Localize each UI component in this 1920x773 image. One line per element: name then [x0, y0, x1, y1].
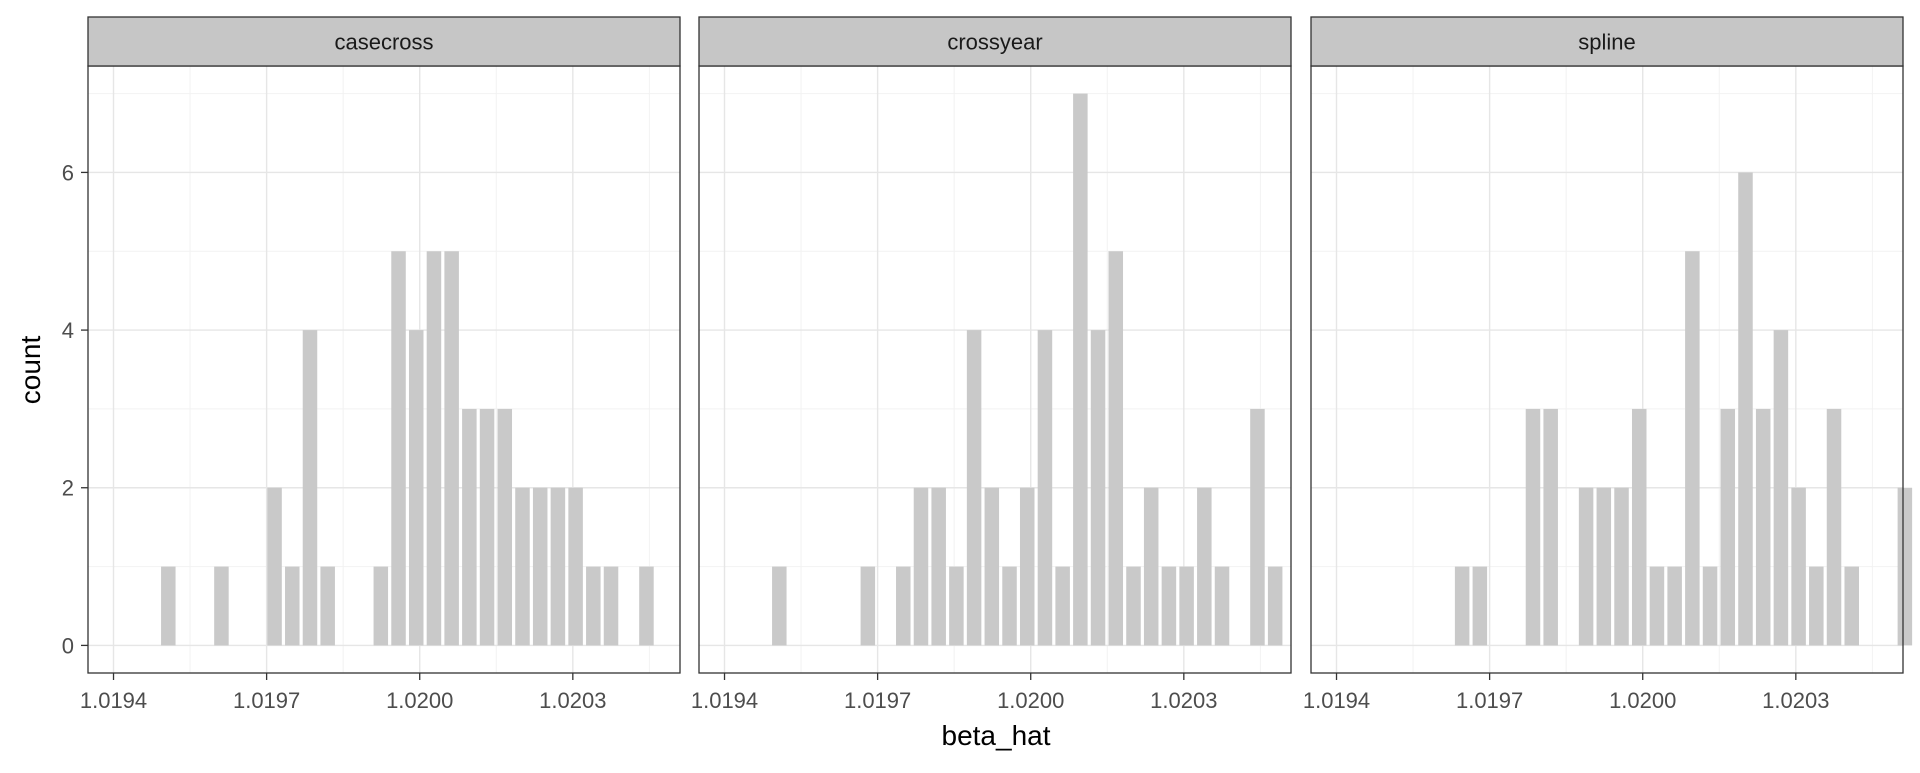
- x-tick-label: 1.0194: [1303, 688, 1370, 713]
- histogram-bar: [772, 566, 787, 646]
- x-tick-label: 1.0197: [233, 688, 300, 713]
- histogram-bar: [984, 487, 1000, 646]
- y-tick-label: 0: [62, 633, 74, 658]
- histogram-bar: [896, 566, 911, 646]
- histogram-bar: [1037, 330, 1053, 646]
- histogram-bar: [426, 251, 442, 646]
- histogram-bar: [1179, 566, 1194, 646]
- x-tick-label: 1.0197: [1456, 688, 1523, 713]
- histogram-bar: [1809, 566, 1824, 646]
- histogram-bar: [1250, 408, 1265, 646]
- histogram-bar: [1055, 566, 1070, 646]
- facet-strip-label: casecross: [334, 30, 433, 55]
- histogram-bar: [1738, 172, 1753, 646]
- x-tick-label: 1.0194: [691, 688, 758, 713]
- histogram-bar: [1019, 487, 1035, 646]
- histogram-bar: [1596, 487, 1612, 646]
- histogram-bar: [1631, 408, 1647, 646]
- histogram-bar: [913, 487, 929, 646]
- histogram-bar: [391, 251, 406, 646]
- histogram-bar: [1755, 408, 1771, 646]
- histogram-bar: [1126, 566, 1141, 646]
- x-tick-label: 1.0203: [1762, 688, 1829, 713]
- panel-crossyear: crossyear 1.0194 1.0197 1.0200 1.0203: [691, 16, 1292, 713]
- histogram-bar: [1267, 566, 1283, 646]
- histogram-bar: [515, 487, 530, 646]
- histogram-bar: [161, 566, 176, 646]
- histogram-bar: [1720, 408, 1736, 646]
- histogram-bar: [1791, 487, 1806, 646]
- histogram-bar: [949, 566, 964, 646]
- facet-strip-label: spline: [1578, 30, 1635, 55]
- histogram-bar: [1578, 487, 1594, 646]
- histogram-bar: [1702, 566, 1718, 646]
- histogram-bar: [302, 330, 318, 646]
- histogram-bar: [1073, 93, 1088, 646]
- x-tick-label: 1.0200: [1609, 688, 1676, 713]
- histogram-bar: [1214, 566, 1230, 646]
- histogram-bar: [550, 487, 566, 646]
- x-tick-label: 1.0197: [844, 688, 911, 713]
- y-tick-label: 4: [62, 318, 74, 343]
- histogram-bar: [603, 566, 619, 646]
- histogram-bar: [1197, 487, 1212, 646]
- histogram-bar: [497, 408, 513, 646]
- histogram-bar: [532, 487, 548, 646]
- x-tick-label: 1.0200: [997, 688, 1064, 713]
- panels-layer: casecross 1.0194 1.0197 1.0200 1.0203 0 2 4 6 cro…: [62, 16, 1913, 713]
- histogram-bar: [1667, 566, 1682, 646]
- histogram-bar: [1543, 408, 1558, 646]
- histogram-bar: [1454, 566, 1470, 646]
- histogram-bar: [1108, 251, 1124, 646]
- histogram-bar: [285, 566, 300, 646]
- histogram-bar: [639, 566, 654, 646]
- histogram-bar: [860, 566, 876, 646]
- histogram-bar: [1090, 330, 1106, 646]
- histogram-bar: [479, 408, 495, 646]
- histogram-bar: [1685, 251, 1700, 646]
- facet-strip-label: crossyear: [947, 30, 1042, 55]
- x-tick-label: 1.0200: [386, 688, 453, 713]
- facet-strip: [698, 16, 1292, 67]
- panel-spline: spline 1.0194 1.0197 1.0200 1.0203: [1303, 16, 1913, 713]
- histogram-bar: [1844, 566, 1859, 646]
- histogram-bar: [568, 487, 583, 646]
- panel-casecross: casecross 1.0194 1.0197 1.0200 1.0203 0 2 4 6: [62, 16, 681, 713]
- histogram-bar: [966, 330, 982, 646]
- histogram-bar: [1773, 330, 1789, 646]
- histogram-bar: [408, 330, 424, 646]
- histogram-bar: [373, 566, 389, 646]
- y-axis-label: count: [15, 336, 46, 405]
- histogram-bar: [1161, 566, 1177, 646]
- y-tick-label: 6: [62, 160, 74, 185]
- y-tick-label: 2: [62, 476, 74, 501]
- x-tick-label: 1.0203: [539, 688, 606, 713]
- histogram-bar: [1614, 487, 1629, 646]
- histogram-bar: [1649, 566, 1665, 646]
- histogram-bar: [444, 251, 459, 646]
- histogram-bar: [1525, 408, 1541, 646]
- x-tick-label: 1.0203: [1150, 688, 1217, 713]
- histogram-bar: [586, 566, 601, 646]
- facet-strip: [87, 16, 681, 67]
- histogram-bar: [1897, 487, 1913, 646]
- histogram-bar: [1002, 566, 1017, 646]
- histogram-bar: [320, 566, 335, 646]
- histogram-bar: [462, 408, 477, 646]
- x-axis-label: beta_hat: [942, 720, 1051, 751]
- histogram-bar: [1826, 408, 1842, 646]
- histogram-bar: [267, 487, 282, 646]
- histogram-bar: [931, 487, 946, 646]
- facet-strip: [1310, 16, 1904, 67]
- histogram-bar: [1143, 487, 1159, 646]
- histogram-bar: [1472, 566, 1488, 646]
- x-tick-label: 1.0194: [80, 688, 147, 713]
- histogram-bar: [214, 566, 229, 646]
